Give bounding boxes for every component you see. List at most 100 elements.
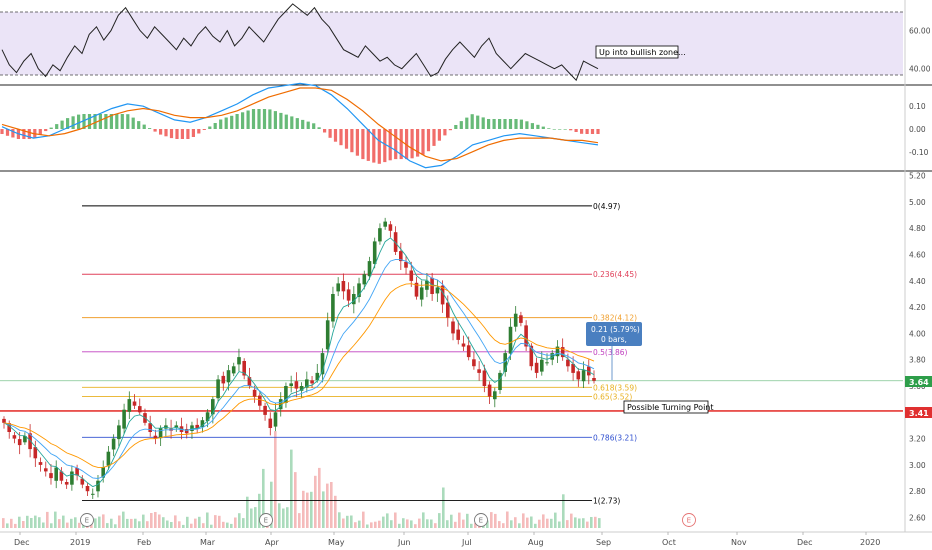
volume-bar (126, 518, 129, 528)
candle-body (378, 228, 382, 242)
volume-bar (322, 491, 325, 528)
macd-histogram-bar (224, 117, 228, 129)
x-tick-label: Jul (461, 538, 472, 547)
volume-bar (490, 512, 493, 528)
candle-body (91, 493, 95, 495)
volume-bar (334, 495, 337, 528)
candle-body (263, 405, 267, 415)
volume-bar (30, 518, 33, 528)
volume-bar (142, 514, 145, 528)
x-tick-label: Dec (797, 538, 812, 547)
candle-body (446, 302, 450, 318)
volume-bar (534, 523, 537, 528)
price-y-tick: 3.00 (909, 461, 926, 470)
macd-histogram-bar (66, 118, 70, 129)
macd-histogram-bar (350, 129, 354, 153)
volume-bar (554, 512, 557, 528)
macd-histogram-bar (312, 123, 316, 129)
volume-bar (530, 516, 533, 528)
candle-body (12, 435, 17, 439)
volume-bar (430, 519, 433, 528)
macd-histogram-bar (580, 129, 584, 134)
volume-bar (70, 518, 73, 528)
macd-histogram-bar (208, 126, 212, 129)
macd-histogram-bar (273, 111, 277, 129)
volume-bar (14, 523, 17, 528)
volume-bar (282, 508, 285, 528)
volume-bar (194, 518, 197, 528)
macd-histogram-bar (93, 114, 97, 129)
volume-bar (374, 521, 377, 528)
macd-histogram-bar (574, 129, 578, 132)
earnings-marker (259, 513, 273, 527)
macd-histogram-bar (525, 121, 529, 129)
volume-bar (358, 520, 361, 528)
volume-bar (118, 515, 121, 528)
macd-histogram-bar (284, 114, 288, 129)
volume-bar (438, 513, 441, 528)
volume-bar (138, 521, 141, 528)
earnings-marker (80, 513, 94, 527)
candle-body (75, 468, 79, 476)
fib-level-label: 0.5(3.86) (593, 348, 628, 357)
macd-histogram-bar (241, 112, 245, 129)
moving-average-slow (3, 283, 595, 468)
fib-level-label: 0.618(3.59) (593, 383, 637, 392)
candle-body (404, 261, 408, 268)
earnings-marker-label: E (264, 517, 268, 525)
candle-body (23, 436, 27, 443)
candle-body (273, 412, 278, 427)
volume-bar (246, 496, 249, 528)
volume-bar (570, 513, 573, 528)
macd-histogram-bar (459, 121, 463, 129)
candle-body (258, 395, 262, 406)
candle-body (581, 370, 586, 382)
candle-body (106, 451, 111, 466)
candle-body (534, 362, 539, 373)
macd-histogram-bar (377, 129, 381, 164)
macd-histogram-bar (536, 124, 540, 129)
candle-body (498, 372, 502, 390)
volume-bar (442, 487, 445, 528)
candle-body (174, 425, 179, 428)
candle-body (414, 282, 419, 297)
volume-bar (146, 521, 149, 528)
volume-bar (54, 511, 57, 528)
candle-body (357, 283, 361, 297)
volume-bar (586, 521, 589, 528)
volume-bar (190, 523, 193, 528)
macd-histogram-bar (508, 119, 513, 129)
macd-histogram-bar (197, 129, 201, 134)
candle-body (325, 320, 330, 350)
macd-histogram-bar (49, 127, 53, 129)
macd-histogram-bar (246, 110, 250, 129)
macd-histogram-bar (60, 120, 64, 129)
macd-histogram-bar (98, 114, 102, 129)
volume-bar (566, 520, 569, 528)
volume-bar (122, 511, 125, 528)
macd-histogram-bar (448, 129, 452, 131)
x-tick-label: Apr (265, 538, 280, 547)
x-tick-label: Jun (397, 538, 411, 547)
price-y-tick: 4.80 (909, 224, 926, 233)
candle-body (54, 467, 58, 481)
candle-body (487, 384, 492, 397)
macd-histogram-bar (77, 114, 81, 129)
candle-body (320, 353, 325, 375)
volume-bar (166, 520, 169, 528)
macd-histogram-bar (416, 129, 420, 157)
volume-bar (406, 519, 409, 528)
fib-level-label: 0.786(3.21) (593, 433, 637, 442)
candle-body (362, 274, 367, 285)
rsi-y-tick: 40.00 (909, 65, 931, 74)
volume-bar (106, 523, 109, 528)
macd-histogram-bar (219, 119, 223, 129)
volume-bar (434, 523, 437, 528)
volume-bar (458, 512, 461, 528)
macd-histogram-bar (476, 115, 480, 129)
candle-body (372, 241, 377, 264)
volume-bar (242, 518, 245, 528)
x-tick-label: Oct (662, 538, 676, 547)
macd-histogram-bar (55, 124, 59, 129)
